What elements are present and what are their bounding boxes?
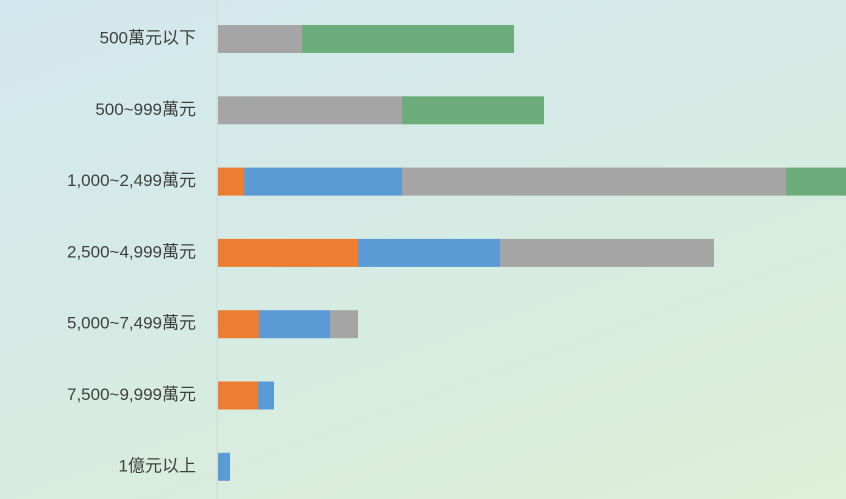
- bar-segment: [244, 167, 402, 196]
- y-tick-label: 2,500~4,999萬元: [67, 242, 196, 261]
- bar-segment: [402, 96, 544, 125]
- bar-segment: [258, 381, 274, 410]
- y-tick-label: 1億元以上: [119, 456, 196, 475]
- bar-segment: [786, 167, 846, 196]
- bar-segment: [330, 310, 358, 339]
- bar-segment: [218, 167, 244, 196]
- y-tick-label: 500萬元以下: [100, 28, 196, 47]
- bar-segment: [402, 167, 786, 196]
- bar-segment: [218, 381, 258, 410]
- bar-segment: [259, 310, 330, 339]
- y-tick-label: 5,000~7,499萬元: [67, 314, 196, 333]
- bar-segment: [500, 238, 714, 267]
- y-tick-label: 500~999萬元: [95, 100, 196, 119]
- y-tick-label: 7,500~9,999萬元: [67, 385, 196, 404]
- bar-segment: [218, 310, 259, 339]
- y-tick-label: 1,000~2,499萬元: [67, 171, 196, 190]
- bar-segment: [218, 238, 358, 267]
- bar-segment: [358, 238, 500, 267]
- bar-segment: [218, 96, 402, 125]
- bar-segment: [302, 25, 514, 53]
- bar-segment: [218, 452, 230, 481]
- bar-segment: [218, 25, 302, 53]
